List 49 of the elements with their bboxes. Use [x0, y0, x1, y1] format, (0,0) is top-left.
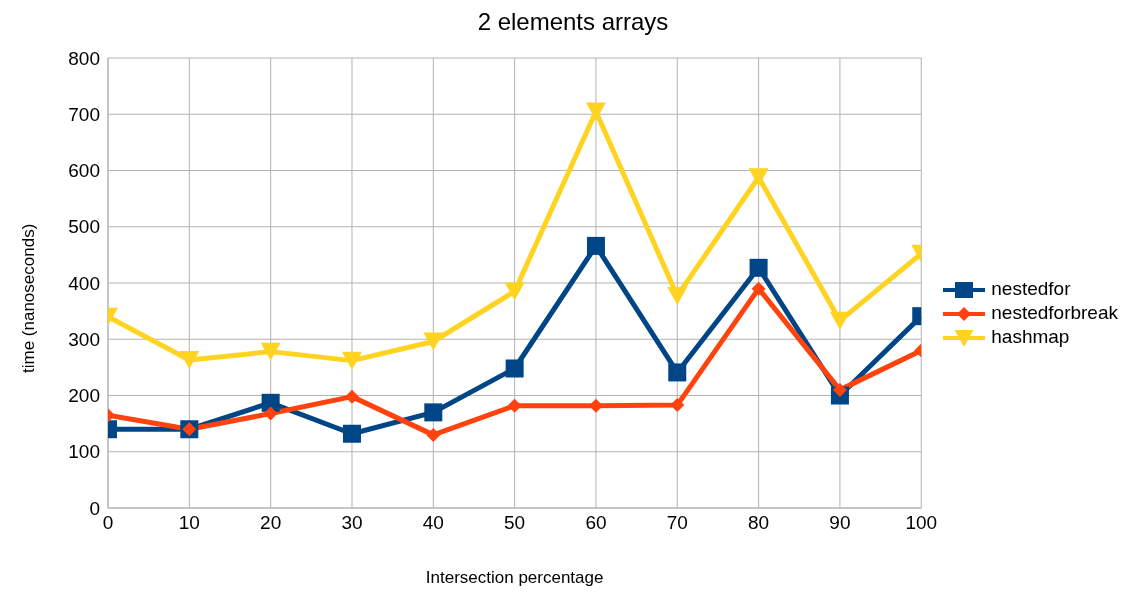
point	[260, 342, 281, 361]
point	[829, 311, 850, 330]
y-tick-label: 700	[68, 104, 100, 125]
legend-label: hashmap	[990, 326, 1071, 348]
point	[505, 359, 524, 378]
point	[263, 406, 278, 421]
x-tick-label: 30	[341, 512, 363, 534]
x-axis-title: Intersection percentage	[425, 568, 604, 587]
x-tick-label: 80	[748, 512, 770, 534]
point	[749, 258, 768, 277]
y-tick-label: 600	[68, 160, 100, 182]
point	[586, 236, 605, 255]
point	[261, 393, 280, 412]
x-tick-label: 60	[585, 512, 607, 534]
point	[423, 332, 444, 351]
y-axis-title: time (nanoseconds)	[19, 223, 39, 373]
chart-title: 2 elements arrays	[476, 8, 670, 36]
y-tick-label: 300	[68, 328, 100, 350]
point	[424, 403, 443, 422]
x-tick-label: 90	[829, 512, 851, 534]
y-tick-label: 200	[68, 385, 100, 407]
x-tick-label: 20	[260, 512, 282, 534]
point	[344, 389, 359, 404]
point	[668, 363, 687, 382]
y-tick-label: 100	[68, 441, 100, 463]
y-tick-label: 800	[68, 47, 100, 69]
x-tick-label: 50	[504, 512, 526, 534]
point	[179, 351, 200, 370]
point	[426, 427, 441, 442]
legend-label: nestedforbreak	[990, 302, 1118, 324]
point	[504, 282, 525, 301]
x-tick-label: 100	[905, 512, 938, 534]
x-tick-label: 40	[422, 512, 444, 534]
y-tick-label: 0	[89, 497, 100, 519]
y-tick-label: 400	[68, 272, 100, 294]
x-tick-label: 0	[102, 512, 114, 534]
point	[748, 168, 769, 187]
point	[341, 351, 362, 370]
x-tick-label: 70	[666, 512, 688, 534]
x-tick-label: 10	[178, 512, 200, 534]
point	[751, 281, 766, 296]
point	[667, 286, 688, 305]
point	[342, 424, 361, 443]
legend-label: nestedfor	[990, 278, 1072, 300]
y-tick-label: 500	[68, 216, 100, 238]
point	[507, 398, 522, 413]
point	[585, 102, 606, 121]
point	[670, 398, 685, 413]
point	[832, 382, 847, 397]
